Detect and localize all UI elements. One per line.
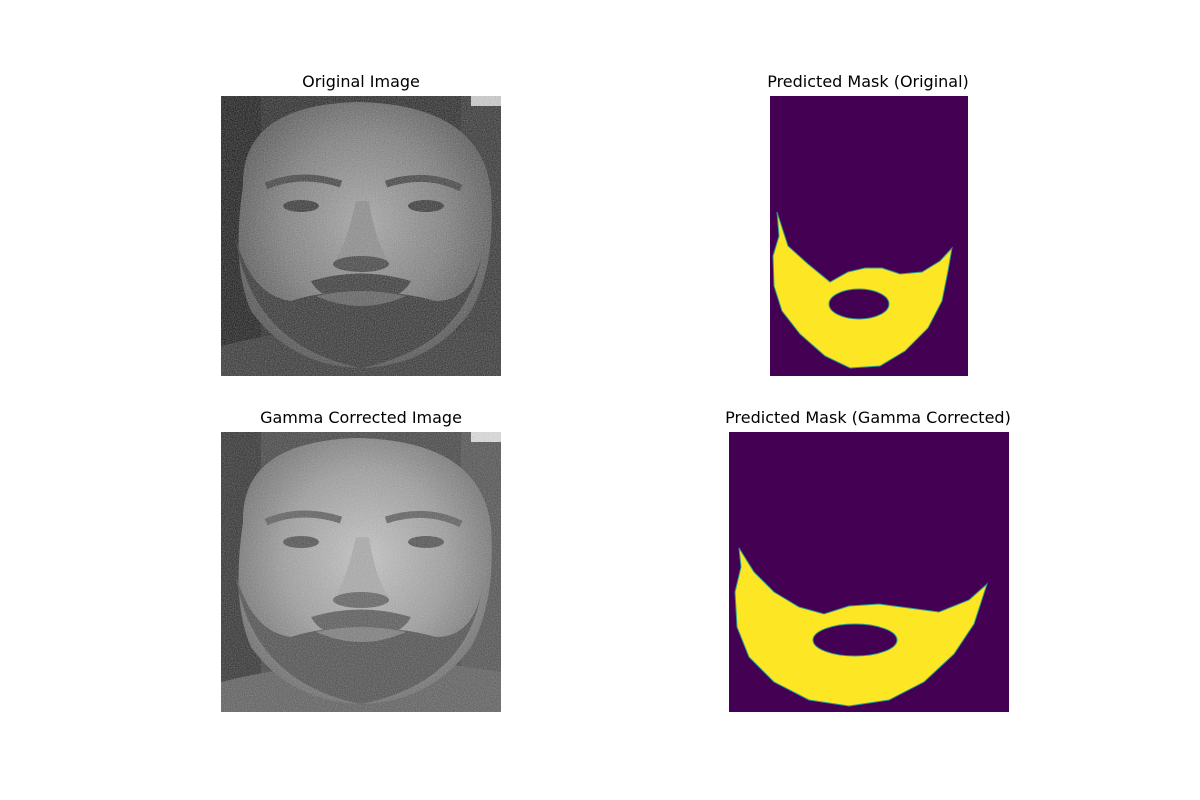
title-mask-original: Predicted Mask (Original) bbox=[767, 72, 969, 91]
mask-original bbox=[770, 96, 968, 376]
gamma-corrected-image bbox=[221, 432, 501, 712]
original-image bbox=[221, 96, 501, 376]
title-original-image: Original Image bbox=[302, 72, 420, 91]
title-gamma-image: Gamma Corrected Image bbox=[260, 408, 462, 427]
mask-gamma-corrected bbox=[729, 432, 1009, 712]
title-mask-gamma: Predicted Mask (Gamma Corrected) bbox=[725, 408, 1011, 427]
